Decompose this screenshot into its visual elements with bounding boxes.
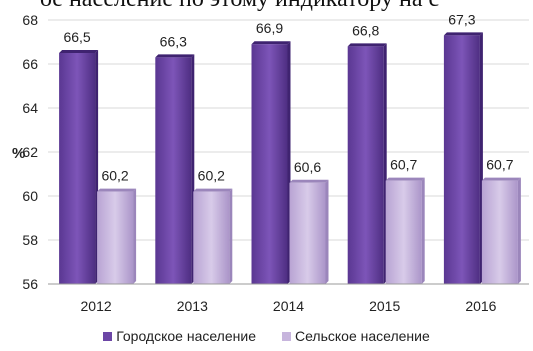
data-label: 60,6 xyxy=(294,159,321,175)
bar-side xyxy=(325,179,329,284)
bar-side xyxy=(517,177,521,284)
data-label: 60,7 xyxy=(390,157,417,173)
data-label: 66,3 xyxy=(160,33,187,49)
y-tick-label: 68 xyxy=(22,12,38,28)
data-label: 67,3 xyxy=(448,11,475,27)
legend-swatch-urban xyxy=(103,331,113,341)
bar-top xyxy=(347,43,387,47)
data-labels: 66,5 60,2 66,3 60,2 66,9 60,6 66,8 60,7 67,3 60,7 xyxy=(63,11,513,183)
bar-rural xyxy=(385,180,422,284)
bar-rural xyxy=(97,191,134,284)
legend-label-urban: Городское население xyxy=(116,328,256,344)
legend-swatch-rural xyxy=(281,331,291,341)
y-tick-label: 60 xyxy=(22,188,38,204)
bar-urban xyxy=(155,57,192,285)
bar-top xyxy=(251,41,291,45)
data-label: 66,5 xyxy=(63,29,90,45)
bar-top xyxy=(443,32,483,36)
y-tick-label: 66 xyxy=(22,56,38,72)
x-tick-label: 2014 xyxy=(273,298,304,314)
header-fragment: ое население по этому индикатору на с xyxy=(40,0,439,12)
legend: Городское население Сельское население xyxy=(0,326,533,346)
legend-item-rural: Сельское население xyxy=(281,326,430,346)
x-tick-label: 2012 xyxy=(81,298,112,314)
bar-side xyxy=(133,188,137,284)
bar-top xyxy=(385,177,425,181)
legend-label-rural: Сельское население xyxy=(294,328,430,344)
y-tick-label: 62 xyxy=(22,144,38,160)
bar-top xyxy=(155,54,195,58)
data-label: 60,7 xyxy=(486,157,513,173)
data-label: 60,2 xyxy=(198,168,225,184)
x-tick-label: 2015 xyxy=(369,298,400,314)
bar-urban xyxy=(347,46,384,285)
bar-side xyxy=(229,188,233,284)
bar-top xyxy=(59,50,99,53)
x-tick-label: 2016 xyxy=(465,298,496,314)
y-tick-label: 64 xyxy=(22,100,38,116)
bar-rural xyxy=(481,180,518,284)
y-tick-label: 56 xyxy=(22,276,38,292)
bar-urban xyxy=(251,44,288,285)
x-tick-label: 2013 xyxy=(177,298,208,314)
legend-item-urban: Городское население xyxy=(103,326,256,346)
bar-rural xyxy=(289,182,326,284)
bar-urban xyxy=(59,53,96,284)
bar-rural xyxy=(193,191,230,284)
y-axis-label: % xyxy=(12,145,25,162)
data-label: 66,8 xyxy=(352,22,379,38)
axes: 56 58 60 62 64 66 68% 2012 2013 2014 2015 2016 xyxy=(12,12,529,314)
bar-top xyxy=(289,179,329,183)
bar-top xyxy=(97,188,137,192)
bar-side xyxy=(421,177,425,284)
bars xyxy=(59,32,521,285)
cropped-header-text: ое население по этому индикатору на с xyxy=(0,0,533,12)
y-tick-label: 58 xyxy=(22,232,38,248)
bar-top xyxy=(193,188,233,192)
data-label: 60,2 xyxy=(101,168,128,184)
bar-urban xyxy=(443,35,480,285)
bar-top xyxy=(481,177,521,181)
data-label: 66,9 xyxy=(256,20,283,36)
